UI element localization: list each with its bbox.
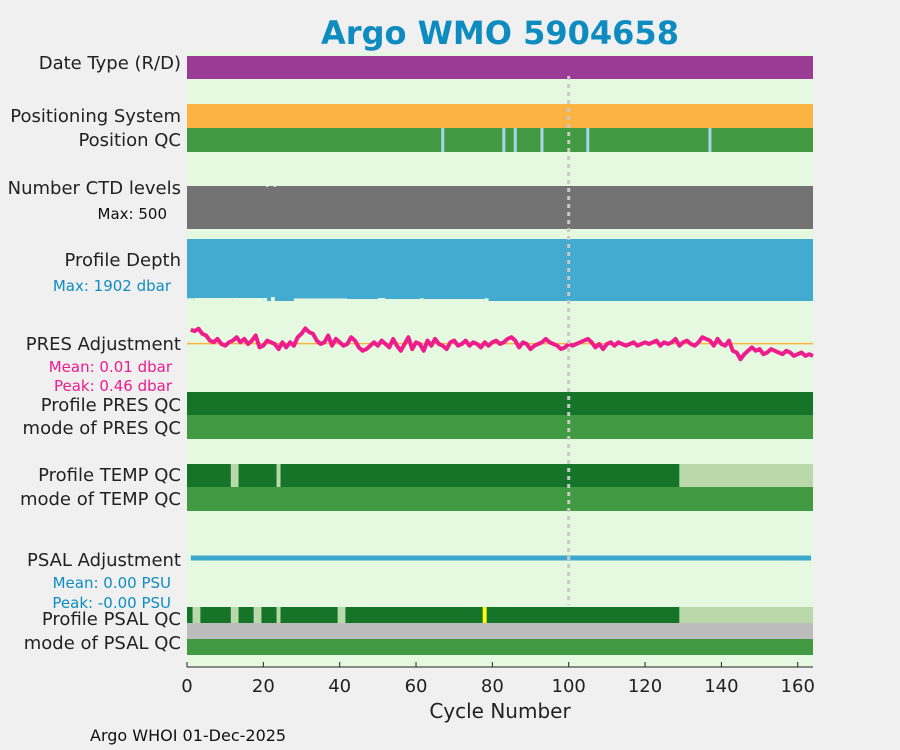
position-qc-gap (586, 128, 590, 152)
profile-psal-qc-segment (679, 607, 813, 623)
x-tick-label: 80 (481, 676, 504, 697)
profile-depth-shallow (236, 298, 264, 301)
profile-depth-dip (270, 296, 275, 301)
row-labels: Date Type (R/D) Positioning System Posit… (8, 53, 181, 654)
positioning-system-bar (187, 104, 813, 128)
profile-temp-qc-segment (280, 464, 680, 487)
pres-adjustment-mean: Mean: 0.01 dbar (49, 358, 173, 376)
mode-pres-qc-segment (187, 415, 813, 439)
label-date-type: Date Type (R/D) (39, 53, 181, 74)
label-mode-pres-qc: mode of PRES QC (23, 418, 181, 439)
profile-depth-dip (419, 298, 424, 301)
profile-psal-qc-segment (345, 607, 483, 623)
plot-area-background (187, 52, 813, 667)
profile-psal-qc-segment (253, 607, 262, 623)
profile-psal-qc-segment (230, 607, 239, 623)
profile-psal-qc-segment (280, 607, 338, 623)
profile-psal-qc-segment (192, 607, 201, 623)
profile-temp-qc-segment (679, 464, 813, 487)
profile-depth-dip (293, 298, 348, 301)
chart-marks (187, 56, 814, 655)
profile-psal-qc-segment (337, 607, 346, 623)
position-qc-gap (540, 128, 544, 152)
profile-temp-qc-segment (238, 464, 277, 487)
profile-depth-dip (377, 298, 386, 301)
profile-psal-qc-segment (238, 607, 254, 623)
position-qc-bar (187, 128, 813, 152)
row-sublabels: Max: 500 Max: 1902 dbar Mean: 0.01 dbar … (49, 205, 173, 612)
psal-adjustment-peak: Peak: -0.00 PSU (52, 594, 171, 612)
mode-psal-qc-good (187, 639, 813, 655)
label-psal-adjustment: PSAL Adjustment (27, 550, 181, 571)
footer-credit: Argo WHOI 01-Dec-2025 (90, 726, 286, 745)
label-mode-temp-qc: mode of TEMP QC (20, 489, 181, 510)
profile-temp-qc-segment (230, 464, 239, 487)
profile-psal-qc-segment (486, 607, 680, 623)
profile-pres-qc-segment (187, 392, 813, 415)
psal-adjustment-mean: Mean: 0.00 PSU (53, 574, 171, 592)
date-type-bar (187, 56, 813, 79)
x-tick-label: 120 (628, 676, 662, 697)
chart-title: Argo WMO 5904658 (321, 14, 679, 52)
x-tick-label: 140 (704, 676, 738, 697)
x-tick-label: 40 (328, 676, 351, 697)
profile-depth-shallow (385, 299, 420, 301)
profile-depth-dip (232, 297, 237, 301)
profile-psal-qc-segment (482, 607, 487, 623)
profile-depth-dip (484, 298, 489, 301)
mode-temp-qc-segment (187, 487, 813, 511)
profile-depth-shallow (194, 298, 233, 301)
profile-depth-shallow (347, 299, 378, 301)
label-pres-adjustment: PRES Adjustment (26, 334, 181, 355)
profile-depth-bar (187, 239, 813, 301)
profile-psal-qc-segment (276, 607, 281, 623)
profile-temp-qc-segment (187, 464, 231, 487)
label-position-qc: Position QC (78, 130, 181, 151)
profile-depth-max: Max: 1902 dbar (53, 277, 172, 295)
pres-adjustment-peak: Peak: 0.46 dbar (54, 377, 173, 395)
profile-psal-qc-segment (200, 607, 231, 623)
label-profile-depth: Profile Depth (64, 250, 181, 271)
label-positioning-system: Positioning System (10, 106, 181, 127)
x-axis: 0 20 40 60 80 100 120 140 160 (181, 662, 815, 697)
x-tick-label: 0 (181, 676, 192, 697)
pres-adjustment-series (190, 326, 814, 362)
position-qc-gap (513, 128, 517, 152)
profile-depth-dip (187, 298, 195, 301)
position-qc-gap (502, 128, 506, 152)
x-axis-label: Cycle Number (429, 699, 571, 723)
ctd-levels-dip (266, 184, 269, 187)
mode-psal-qc-bad (187, 623, 813, 639)
x-tick-label: 20 (252, 676, 275, 697)
profile-depth-shallow (423, 299, 485, 301)
label-mode-psal-qc: mode of PSAL QC (24, 633, 181, 654)
profile-temp-qc-segment (276, 464, 281, 487)
x-tick-label: 160 (781, 676, 815, 697)
label-profile-pres-qc: Profile PRES QC (41, 395, 181, 416)
label-profile-psal-qc: Profile PSAL QC (42, 609, 181, 630)
position-qc-gap (441, 128, 445, 152)
ctd-levels-bar (187, 186, 813, 229)
profile-depth-dip (263, 297, 268, 301)
position-qc-gap (708, 128, 712, 152)
ctd-levels-dip (273, 184, 276, 187)
ctd-levels-max: Max: 500 (98, 205, 167, 223)
label-profile-temp-qc: Profile TEMP QC (38, 465, 181, 486)
x-tick-label: 100 (552, 676, 586, 697)
x-tick-label: 60 (405, 676, 428, 697)
profile-psal-qc-segment (261, 607, 277, 623)
profile-psal-qc-segment (187, 607, 193, 623)
label-ctd-levels: Number CTD levels (8, 178, 181, 199)
